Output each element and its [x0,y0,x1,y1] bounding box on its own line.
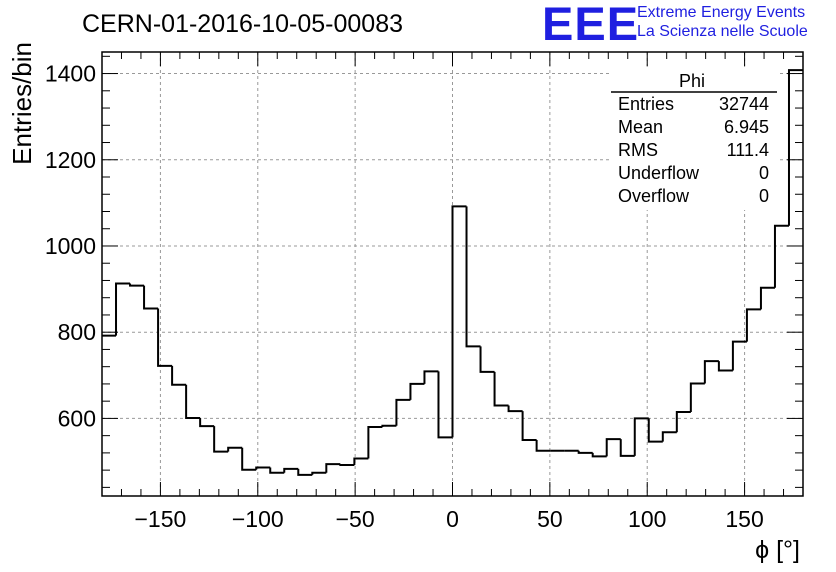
histogram-bin [689,382,705,412]
histogram-bin [157,308,173,367]
histogram-bin [423,370,439,384]
histogram-bins [102,69,803,476]
histogram-bin [745,308,761,342]
histogram-bin [283,467,299,473]
histogram-bin [143,285,159,310]
x-tick-label: 150 [725,506,763,532]
y-tick-label: 1400 [45,61,96,87]
histogram-bin [703,360,719,384]
histogram-bin [759,286,775,310]
x-axis-title: ϕ [°] [755,536,800,564]
stats-value: 111.4 [727,140,769,160]
y-tick-label: 1000 [45,233,96,259]
histogram-bin [535,439,551,452]
stats-label: Entries [618,94,674,114]
histogram-bin [353,457,369,465]
logo-caption: Extreme Energy Events La Scienza nelle S… [637,3,808,41]
histogram-bin [367,426,383,459]
y-axis-title: Entries/bin [7,42,37,165]
histogram-bin [339,463,355,466]
histogram-bin [213,426,229,453]
stats-label: RMS [618,140,658,160]
histogram-bin [297,468,313,476]
histogram-bin [199,417,215,428]
x-tick-label: 100 [628,506,666,532]
x-tick-label: −150 [135,506,187,532]
x-tick-label: 50 [537,506,563,532]
x-tick-label: −50 [336,506,375,532]
histogram-bin [633,417,649,456]
histogram-bin [507,405,523,413]
x-tick-label: 0 [446,506,459,532]
histogram-bin [493,371,509,407]
stats-label: Underflow [618,163,700,183]
logo-line-2: La Scienza nelle Scuole [637,23,808,40]
histogram-bin [325,463,341,473]
histogram-bin [185,384,201,419]
chart-title: CERN-01-2016-10-05-00083 [82,10,404,38]
histogram-bin [115,282,131,336]
histogram-bin [437,371,453,439]
stats-value: 32744 [719,94,769,114]
histogram-bin [647,418,663,443]
stats-label: Overflow [618,186,690,206]
x-tick-label: −100 [232,506,284,532]
histogram-bin [731,340,747,371]
histogram-bin [269,467,285,474]
histogram-bin [465,206,481,348]
stats-value: 0 [759,186,769,206]
histogram-bin [661,431,677,442]
histogram-bin [619,439,635,457]
y-tick-label: 800 [58,319,96,345]
histogram-bin [479,346,495,373]
histogram-bin [241,447,257,471]
y-tick-label: 600 [58,405,96,431]
stats-value: 6.945 [724,117,769,137]
stats-title: Phi [679,71,705,91]
stats-value: 0 [759,163,769,183]
histogram-bin [395,398,411,426]
y-tick-label: 1200 [45,147,96,173]
stats-box-background [611,70,777,210]
histogram-bin [409,382,425,400]
histogram-bin [227,446,243,452]
axis-ticks [101,52,804,496]
histogram-bin [675,410,691,433]
histogram-bin [591,452,607,458]
histogram-bin [451,205,467,438]
histogram-bin [717,361,733,372]
histogram-bin [605,438,621,457]
histogram-bin [381,424,397,428]
histogram-bin [773,224,789,288]
histogram-bin [577,450,593,454]
eee-logo: EEE [542,0,640,50]
histogram-bin [171,365,187,386]
histogram-bin [521,411,537,441]
histogram-bin [787,69,803,226]
histogram-bin [129,283,145,287]
logo-line-1: Extreme Energy Events [637,4,806,21]
histogram-bin [311,471,327,475]
histogram-bin [255,466,271,470]
stats-label: Mean [618,117,663,137]
axis-labels: −150 −100 −50 0 50 100 150 600 800 1000 1200 1400 ϕ … [7,42,800,564]
